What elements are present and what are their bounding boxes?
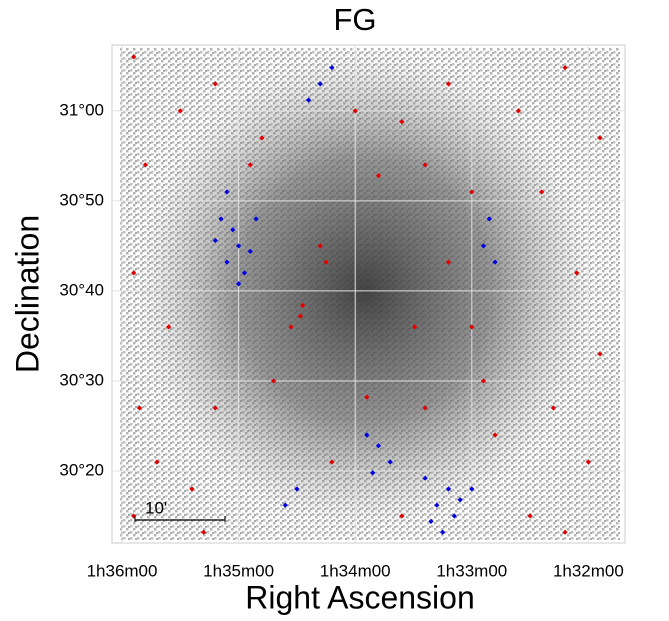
point	[136, 405, 143, 411]
point	[562, 65, 568, 71]
point	[282, 502, 288, 508]
point	[597, 351, 603, 357]
point	[480, 243, 487, 249]
point	[247, 248, 253, 254]
point	[177, 108, 183, 114]
point	[189, 486, 195, 492]
point	[562, 529, 568, 535]
point	[364, 394, 370, 400]
point	[247, 162, 253, 168]
point	[201, 529, 207, 535]
point	[212, 237, 218, 244]
point	[445, 486, 452, 492]
point	[329, 459, 335, 465]
point	[329, 65, 335, 71]
point	[270, 378, 277, 384]
y-tick-label: 31°00	[59, 100, 104, 119]
point	[550, 405, 557, 411]
point	[212, 405, 218, 411]
y-tick-label: 30°40	[59, 280, 104, 299]
x-axis-label: Right Ascension	[245, 579, 474, 615]
point	[539, 189, 545, 195]
point	[294, 486, 300, 492]
point	[399, 119, 405, 125]
point	[224, 259, 230, 265]
point	[297, 313, 304, 319]
point	[154, 459, 160, 465]
x-tick-label: 1h36m00	[87, 561, 158, 580]
point	[451, 513, 457, 519]
point	[131, 54, 137, 60]
point	[412, 324, 418, 330]
point	[236, 281, 242, 287]
point	[469, 486, 475, 492]
point	[212, 81, 218, 87]
x-tick-label: 1h33m00	[436, 561, 507, 580]
point	[317, 243, 323, 249]
x-tick-label: 1h35m00	[203, 561, 274, 580]
y-tick-label: 30°50	[59, 190, 104, 209]
point	[428, 518, 434, 524]
x-tick-label: 1h32m00	[553, 561, 624, 580]
point	[597, 135, 603, 141]
galaxy-disk	[135, 50, 595, 530]
point	[142, 162, 148, 168]
point	[445, 81, 452, 87]
point	[515, 108, 522, 114]
point	[236, 243, 242, 249]
point	[300, 302, 306, 308]
point	[469, 324, 475, 330]
point	[387, 459, 393, 465]
point	[434, 502, 440, 508]
point	[486, 216, 492, 222]
point	[370, 470, 376, 476]
point	[305, 97, 312, 103]
scale-bar-label: 10'	[145, 498, 167, 517]
y-axis-label: Declination	[9, 215, 45, 373]
point	[131, 513, 137, 519]
chart-title: FG	[333, 2, 376, 37]
point	[457, 497, 463, 503]
point	[492, 259, 498, 265]
point	[166, 324, 172, 330]
point	[241, 270, 248, 276]
point	[492, 432, 498, 438]
point	[469, 189, 475, 195]
point	[422, 162, 428, 168]
point	[375, 443, 382, 449]
point	[422, 475, 428, 481]
point	[131, 270, 137, 276]
point	[259, 135, 265, 141]
point	[480, 378, 487, 384]
y-tick-label: 30°20	[59, 460, 104, 479]
point	[445, 259, 452, 265]
point	[574, 270, 580, 276]
point	[317, 81, 323, 87]
point	[218, 216, 224, 222]
point	[230, 227, 236, 233]
point	[399, 513, 405, 519]
x-tick-label: 1h34m00	[320, 561, 391, 580]
point	[422, 405, 428, 411]
point	[527, 513, 533, 519]
point	[253, 216, 259, 222]
point	[352, 108, 358, 114]
point	[364, 432, 370, 438]
point	[375, 173, 382, 179]
point	[288, 324, 294, 330]
point	[585, 459, 591, 465]
point	[323, 259, 329, 265]
y-tick-label: 30°30	[59, 370, 104, 389]
point	[440, 529, 446, 535]
point	[224, 189, 230, 195]
